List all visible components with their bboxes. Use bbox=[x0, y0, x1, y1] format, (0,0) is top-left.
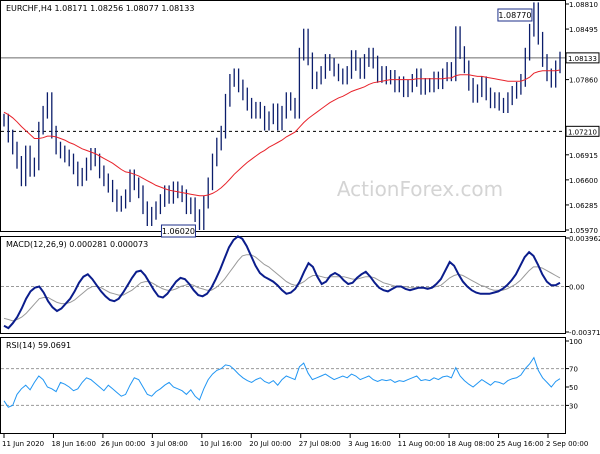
low-label: 1.06020 bbox=[160, 224, 196, 238]
rsi-tick-3: 30 bbox=[569, 402, 578, 410]
price-tick-0: 1.08810 bbox=[569, 1, 598, 9]
x-tick-2: 26 Jun 00:00 bbox=[101, 440, 145, 448]
macd-tick-1: 0.00 bbox=[569, 283, 585, 291]
rsi-tick-0: 100 bbox=[569, 338, 582, 346]
last-price-text: 1.08133 bbox=[568, 55, 597, 63]
price-tick-1: 1.08495 bbox=[569, 26, 598, 34]
rsi-line bbox=[3, 356, 561, 408]
x-tick-6: 27 Jul 08:00 bbox=[299, 440, 341, 448]
macd-tick-0: 0.003962 bbox=[569, 235, 600, 243]
support-level-tag bbox=[565, 125, 600, 137]
x-tick-8: 11 Aug 00:00 bbox=[398, 440, 445, 448]
price-tick-8: 1.05970 bbox=[569, 227, 598, 235]
watermark: ActionForex.com bbox=[337, 177, 503, 201]
price-panel-frame bbox=[0, 0, 566, 232]
x-tick-7: 3 Aug 16:00 bbox=[348, 440, 391, 448]
price-series bbox=[3, 2, 561, 230]
x-tick-5: 20 Jul 00:00 bbox=[249, 440, 291, 448]
macd-panel-title: MACD(12,26,9) 0.000281 0.000073 bbox=[6, 240, 148, 249]
x-tick-10: 25 Aug 16:00 bbox=[497, 440, 544, 448]
macd-layer: 0.003962 0.00 -0.003718 bbox=[1, 235, 600, 337]
macd-tick-2: -0.003718 bbox=[569, 329, 600, 337]
price-layer: 1.08770 1.06020 1.08810 1.08495 1.08133 1.078… bbox=[1, 1, 600, 238]
price-panel-title: EURCHF,H4 1.08171 1.08256 1.08077 1.0813… bbox=[6, 4, 194, 13]
high-label-box bbox=[497, 8, 533, 22]
rsi-tick-1: 70 bbox=[569, 366, 578, 374]
x-tick-11: 2 Sep 00:00 bbox=[546, 440, 588, 448]
rsi-panel-title: RSI(14) 59.0691 bbox=[6, 341, 71, 350]
rsi-layer: 100 70 50 30 bbox=[1, 338, 582, 410]
low-label-text: 1.06020 bbox=[162, 227, 195, 236]
price-tick-7: 1.06285 bbox=[569, 202, 598, 210]
price-tick-5: 1.06915 bbox=[569, 152, 598, 160]
low-label-box bbox=[160, 224, 196, 238]
macd-panel-frame bbox=[0, 236, 566, 334]
moving-average-line bbox=[3, 69, 561, 197]
rsi-panel-frame bbox=[0, 337, 566, 434]
macd-line bbox=[3, 235, 561, 330]
support-level-text: 1.07210 bbox=[568, 128, 597, 136]
x-tick-3: 3 Jul 08:00 bbox=[150, 440, 188, 448]
x-tick-4: 10 Jul 16:00 bbox=[200, 440, 242, 448]
x-tick-0: 11 Jun 2020 bbox=[2, 440, 44, 448]
high-label: 1.08770 bbox=[497, 8, 533, 22]
last-price-tag bbox=[565, 52, 600, 64]
x-tick-9: 18 Aug 08:00 bbox=[447, 440, 494, 448]
price-tick-3: 1.07860 bbox=[569, 77, 598, 85]
x-tick-1: 18 Jun 16:00 bbox=[51, 440, 95, 448]
x-axis: 11 Jun 2020 18 Jun 16:00 26 Jun 00:00 3 Jul… bbox=[2, 434, 588, 448]
price-tick-6: 1.06600 bbox=[569, 177, 598, 185]
rsi-tick-2: 50 bbox=[569, 384, 578, 392]
high-label-text: 1.08770 bbox=[498, 11, 531, 20]
